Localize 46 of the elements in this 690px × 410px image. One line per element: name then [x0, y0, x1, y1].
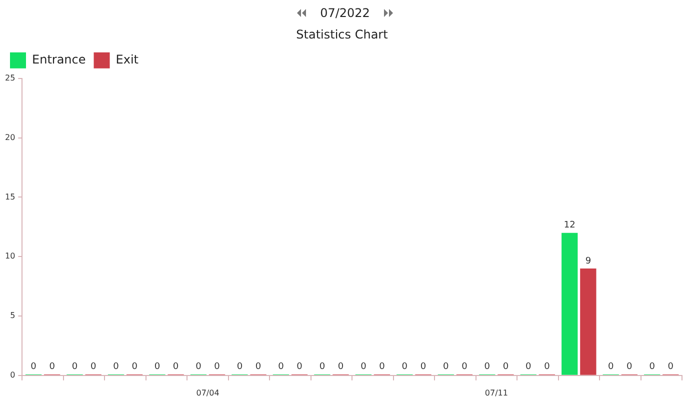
- data-label: 0: [296, 362, 303, 372]
- data-label: 0: [462, 362, 468, 372]
- y-tick-label: 15: [4, 192, 16, 202]
- data-label: 12: [564, 220, 576, 231]
- data-label: 0: [113, 362, 120, 372]
- data-label: 0: [360, 362, 367, 372]
- data-label: 0: [132, 362, 138, 372]
- data-label: 0: [649, 362, 656, 372]
- data-label: 0: [379, 362, 386, 372]
- data-label: 0: [278, 362, 284, 372]
- data-label: 0: [420, 362, 426, 372]
- data-label: 0: [49, 362, 56, 372]
- data-label: 0: [236, 362, 243, 372]
- data-label: 0: [608, 362, 614, 372]
- y-tick-label: 25: [4, 73, 16, 82]
- data-label: 0: [214, 362, 220, 372]
- data-label: 0: [72, 362, 78, 372]
- y-tick-label: 20: [4, 132, 16, 142]
- data-label: 0: [668, 362, 674, 372]
- data-label: 0: [255, 362, 262, 372]
- data-label: 0: [402, 362, 408, 372]
- x-tick-label: 07/04: [196, 388, 220, 398]
- data-label: 0: [338, 362, 344, 372]
- bar: [580, 268, 596, 375]
- y-tick-label: 5: [10, 311, 16, 320]
- data-label: 0: [544, 362, 550, 372]
- y-tick-label: 10: [4, 252, 16, 261]
- data-label: 0: [172, 362, 179, 372]
- data-label: 0: [154, 362, 160, 372]
- data-label: 0: [626, 362, 633, 372]
- legend-label: Exit: [116, 52, 139, 67]
- data-label: 0: [196, 362, 202, 372]
- data-label: 9: [585, 256, 592, 266]
- data-label: 0: [30, 362, 37, 372]
- bar: [562, 232, 578, 375]
- y-tick-label: 0: [10, 370, 16, 380]
- data-label: 0: [90, 362, 96, 372]
- data-label: 0: [502, 362, 509, 372]
- data-label: 0: [319, 362, 326, 372]
- x-tick-label: 07/11: [484, 388, 508, 398]
- data-label: 0: [526, 362, 532, 372]
- legend-label: Entrance: [32, 52, 86, 67]
- data-label: 0: [443, 362, 450, 372]
- chart-subtitle: 07/2022: [320, 6, 370, 20]
- data-label: 0: [484, 362, 490, 372]
- chart-title: Statistics Chart: [296, 27, 388, 42]
